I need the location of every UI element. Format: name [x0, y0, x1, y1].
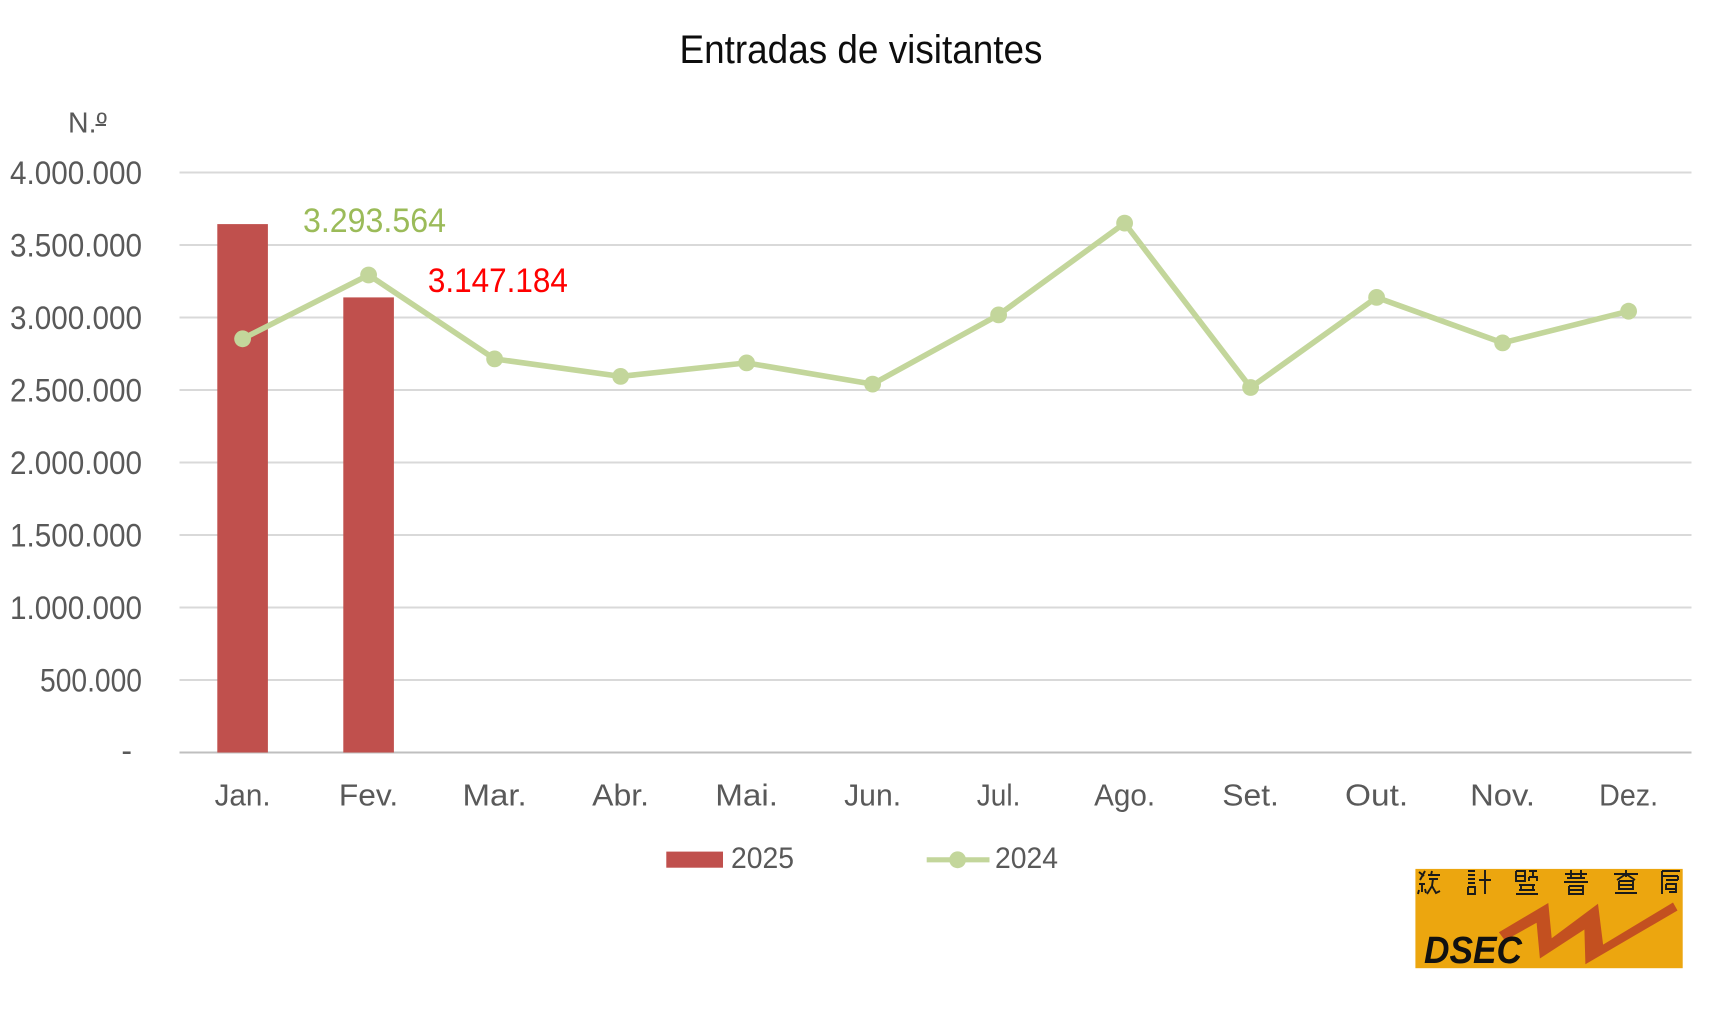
- svg-text:Abr.: Abr.: [592, 778, 649, 812]
- svg-text:-: -: [121, 733, 132, 769]
- svg-text:Mar.: Mar.: [463, 778, 527, 812]
- svg-text:Entradas de visitantes: Entradas de visitantes: [680, 28, 1043, 72]
- svg-text:3.000.000: 3.000.000: [10, 300, 142, 336]
- svg-text:3.500.000: 3.500.000: [10, 228, 142, 264]
- svg-text:DSEC: DSEC: [1424, 930, 1523, 972]
- svg-text:Out.: Out.: [1345, 778, 1408, 812]
- svg-text:Mai.: Mai.: [715, 778, 778, 812]
- svg-text:3.293.564: 3.293.564: [303, 202, 446, 240]
- svg-text:4.000.000: 4.000.000: [10, 155, 142, 191]
- svg-text:1.500.000: 1.500.000: [10, 518, 142, 554]
- svg-text:1.000.000: 1.000.000: [10, 590, 142, 626]
- svg-text:Dez.: Dez.: [1599, 778, 1658, 812]
- svg-text:Jun.: Jun.: [844, 778, 901, 812]
- svg-text:2.500.000: 2.500.000: [10, 373, 142, 409]
- svg-text:Jan.: Jan.: [215, 778, 271, 812]
- svg-text:Set.: Set.: [1222, 778, 1279, 812]
- svg-text:3.147.184: 3.147.184: [428, 262, 568, 300]
- svg-text:2025: 2025: [731, 842, 794, 875]
- svg-text:Fev.: Fev.: [339, 778, 398, 812]
- svg-text:2024: 2024: [995, 842, 1058, 875]
- svg-text:Nov.: Nov.: [1470, 778, 1535, 812]
- svg-text:Jul.: Jul.: [977, 778, 1021, 812]
- svg-text:500.000: 500.000: [40, 663, 142, 699]
- svg-text:N.º: N.º: [68, 107, 108, 139]
- svg-text:Ago.: Ago.: [1094, 778, 1155, 812]
- svg-text:2.000.000: 2.000.000: [10, 445, 142, 481]
